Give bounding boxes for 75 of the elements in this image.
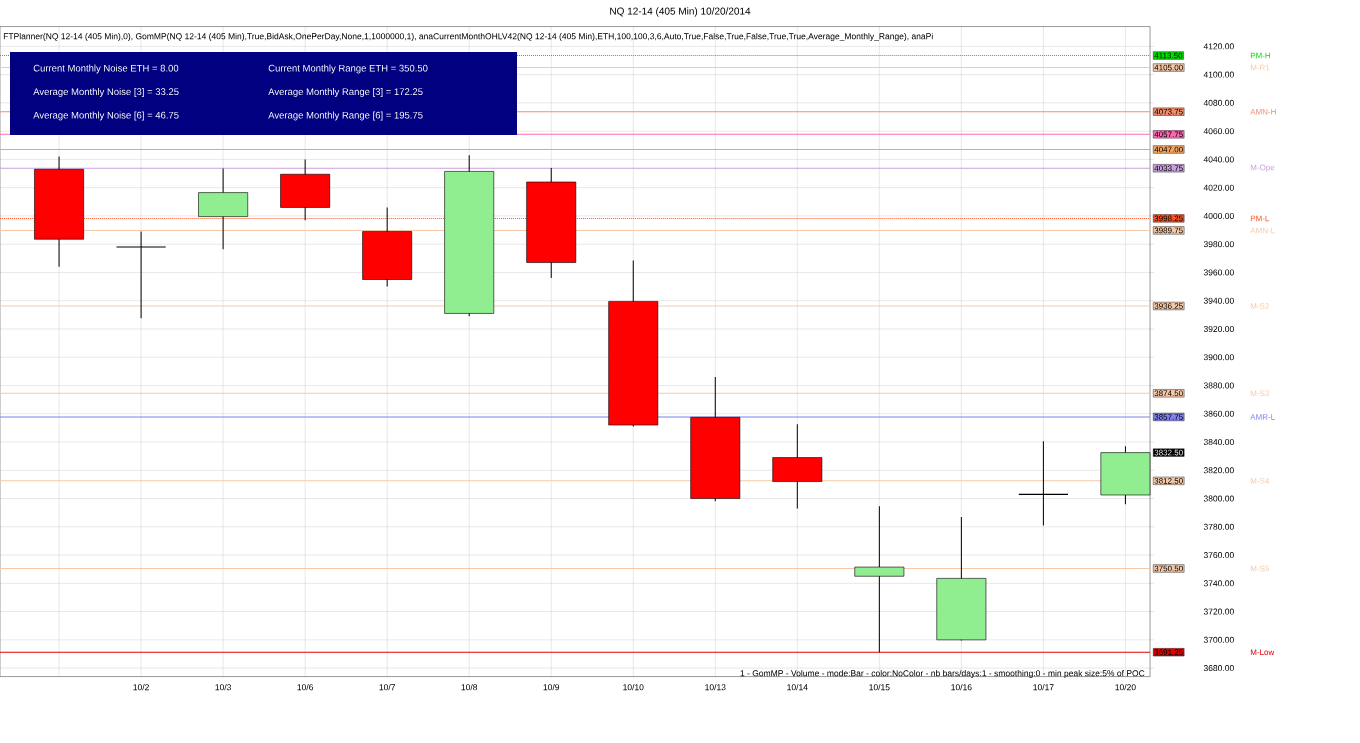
y-tick-label: 3720.00 (1203, 608, 1234, 615)
x-tick-label: 10/13 (705, 684, 726, 691)
annotation: Average Monthly Noise [3] = 33.25 (33, 88, 179, 97)
y-tick-label: 3980.00 (1203, 241, 1234, 248)
x-tick-label: 10/9 (543, 684, 560, 691)
ref-line-label: M-R1 (1250, 64, 1270, 71)
chart-title: NQ 12-14 (405 Min) 10/20/2014 (610, 7, 751, 17)
y-tick-label: 3880.00 (1203, 382, 1234, 389)
text: 4105.00 (1154, 64, 1183, 71)
candlestick (1018, 440, 1069, 526)
ref-line-label: M-Ope (1250, 164, 1275, 172)
y-tick-label: 3740.00 (1203, 580, 1234, 587)
text: 4073.75 (1154, 108, 1183, 115)
y-tick-label: 4080.00 (1203, 99, 1234, 106)
x-tick-label: 10/7 (379, 684, 396, 691)
y-tick-label: 4060.00 (1203, 128, 1234, 135)
y-tick-label: 3760.00 (1203, 552, 1234, 559)
x-tick-label: 10/3 (215, 684, 232, 691)
text: 3874.50 (1154, 390, 1183, 397)
text: 3998.25 (1154, 215, 1183, 222)
ref-line-label: AMN-H (1250, 108, 1276, 115)
x-tick-label: 10/17 (1033, 684, 1054, 691)
ref-line-label: M-S2 (1250, 303, 1269, 309)
ref-line-label: M-S3 (1250, 390, 1269, 397)
y-tick-label: 3920.00 (1203, 325, 1234, 332)
text: 4057.75 (1154, 131, 1183, 138)
annotation: Current Monthly Noise ETH = 8.00 (33, 64, 179, 74)
y-tick-label: 3800.00 (1203, 495, 1234, 502)
annotation: Current Monthly Range ETH = 350.50 (268, 64, 428, 74)
y-tick-label: 4000.00 (1203, 212, 1234, 219)
ref-line-label: AMN-L (1250, 227, 1275, 234)
ref-line-label: AMR-L (1250, 414, 1275, 420)
y-tick-label: 4040.00 (1203, 156, 1234, 163)
candlestick (115, 230, 167, 319)
text: 3857.75 (1154, 414, 1183, 420)
ref-line-label: PM-H (1250, 52, 1271, 59)
ref-line-label: M-S5 (1250, 565, 1270, 572)
ref-line-label: M-Low (1250, 649, 1275, 655)
x-tick-label: 10/8 (461, 684, 478, 691)
y-tick-label: 3820.00 (1203, 467, 1234, 474)
y-tick-label: 3860.00 (1203, 410, 1234, 417)
x-tick-label: 10/2 (133, 684, 149, 691)
annotation: FTPlanner(NQ 12-14 (405 Min),0), GomMP(NQ 12-14 (405 Min),True,BidAsk,OnePerDay,None,1,1000000,1), anaCurrentMonthOHLV42(NQ 12-14 (405 Min),ETH,100,100,3,6,Auto,True,False,True,False,True,True,Average_Monthly_Range), anaPi (3, 33, 933, 41)
x-tick-label: 10/6 (297, 684, 314, 691)
y-tick-label: 3680.00 (1203, 665, 1234, 672)
text: 3832.50 (1154, 449, 1183, 456)
x-tick-label: 10/14 (787, 684, 808, 691)
text: 3812.50 (1154, 478, 1183, 484)
text: 4047.00 (1154, 146, 1183, 153)
text: 3691.25 (1154, 649, 1183, 656)
y-tick-label: 4020.00 (1203, 184, 1234, 191)
y-tick-label: 4100.00 (1203, 71, 1234, 78)
text: 3750.50 (1154, 565, 1183, 572)
text: 4113.50 (1154, 52, 1183, 59)
y-tick-label: 3840.00 (1203, 439, 1234, 446)
x-tick-label: 10/16 (951, 684, 972, 691)
y-tick-label: 3700.00 (1203, 636, 1234, 643)
candlestick (854, 505, 905, 653)
text: 3989.75 (1154, 227, 1183, 234)
x-tick-label: 10/15 (869, 684, 890, 691)
x-tick-label: 10/20 (1115, 684, 1136, 691)
annotation: Average Monthly Noise [6] = 46.75 (33, 111, 179, 121)
text: 4033.75 (1154, 165, 1183, 172)
y-tick-label: 4120.00 (1203, 43, 1234, 50)
y-tick-label: 3900.00 (1203, 354, 1234, 361)
text: 3936.25 (1154, 303, 1183, 309)
annotation: Average Monthly Range [3] = 172.25 (268, 88, 423, 97)
x-tick-label: 10/10 (623, 684, 644, 691)
ref-line-label: M-S4 (1250, 478, 1270, 484)
y-tick-label: 3780.00 (1203, 523, 1234, 530)
annotation: 1 - GomMP - Volume - mode:Bar - color:NoColor - nb bars/days:1 - smoothing:0 - min peak size:5% of POC (740, 670, 1145, 678)
y-tick-label: 3940.00 (1203, 297, 1234, 304)
annotation: Average Monthly Range [6] = 195.75 (268, 111, 423, 121)
ref-line-label: PM-L (1250, 215, 1270, 222)
y-tick-label: 3960.00 (1203, 269, 1234, 276)
